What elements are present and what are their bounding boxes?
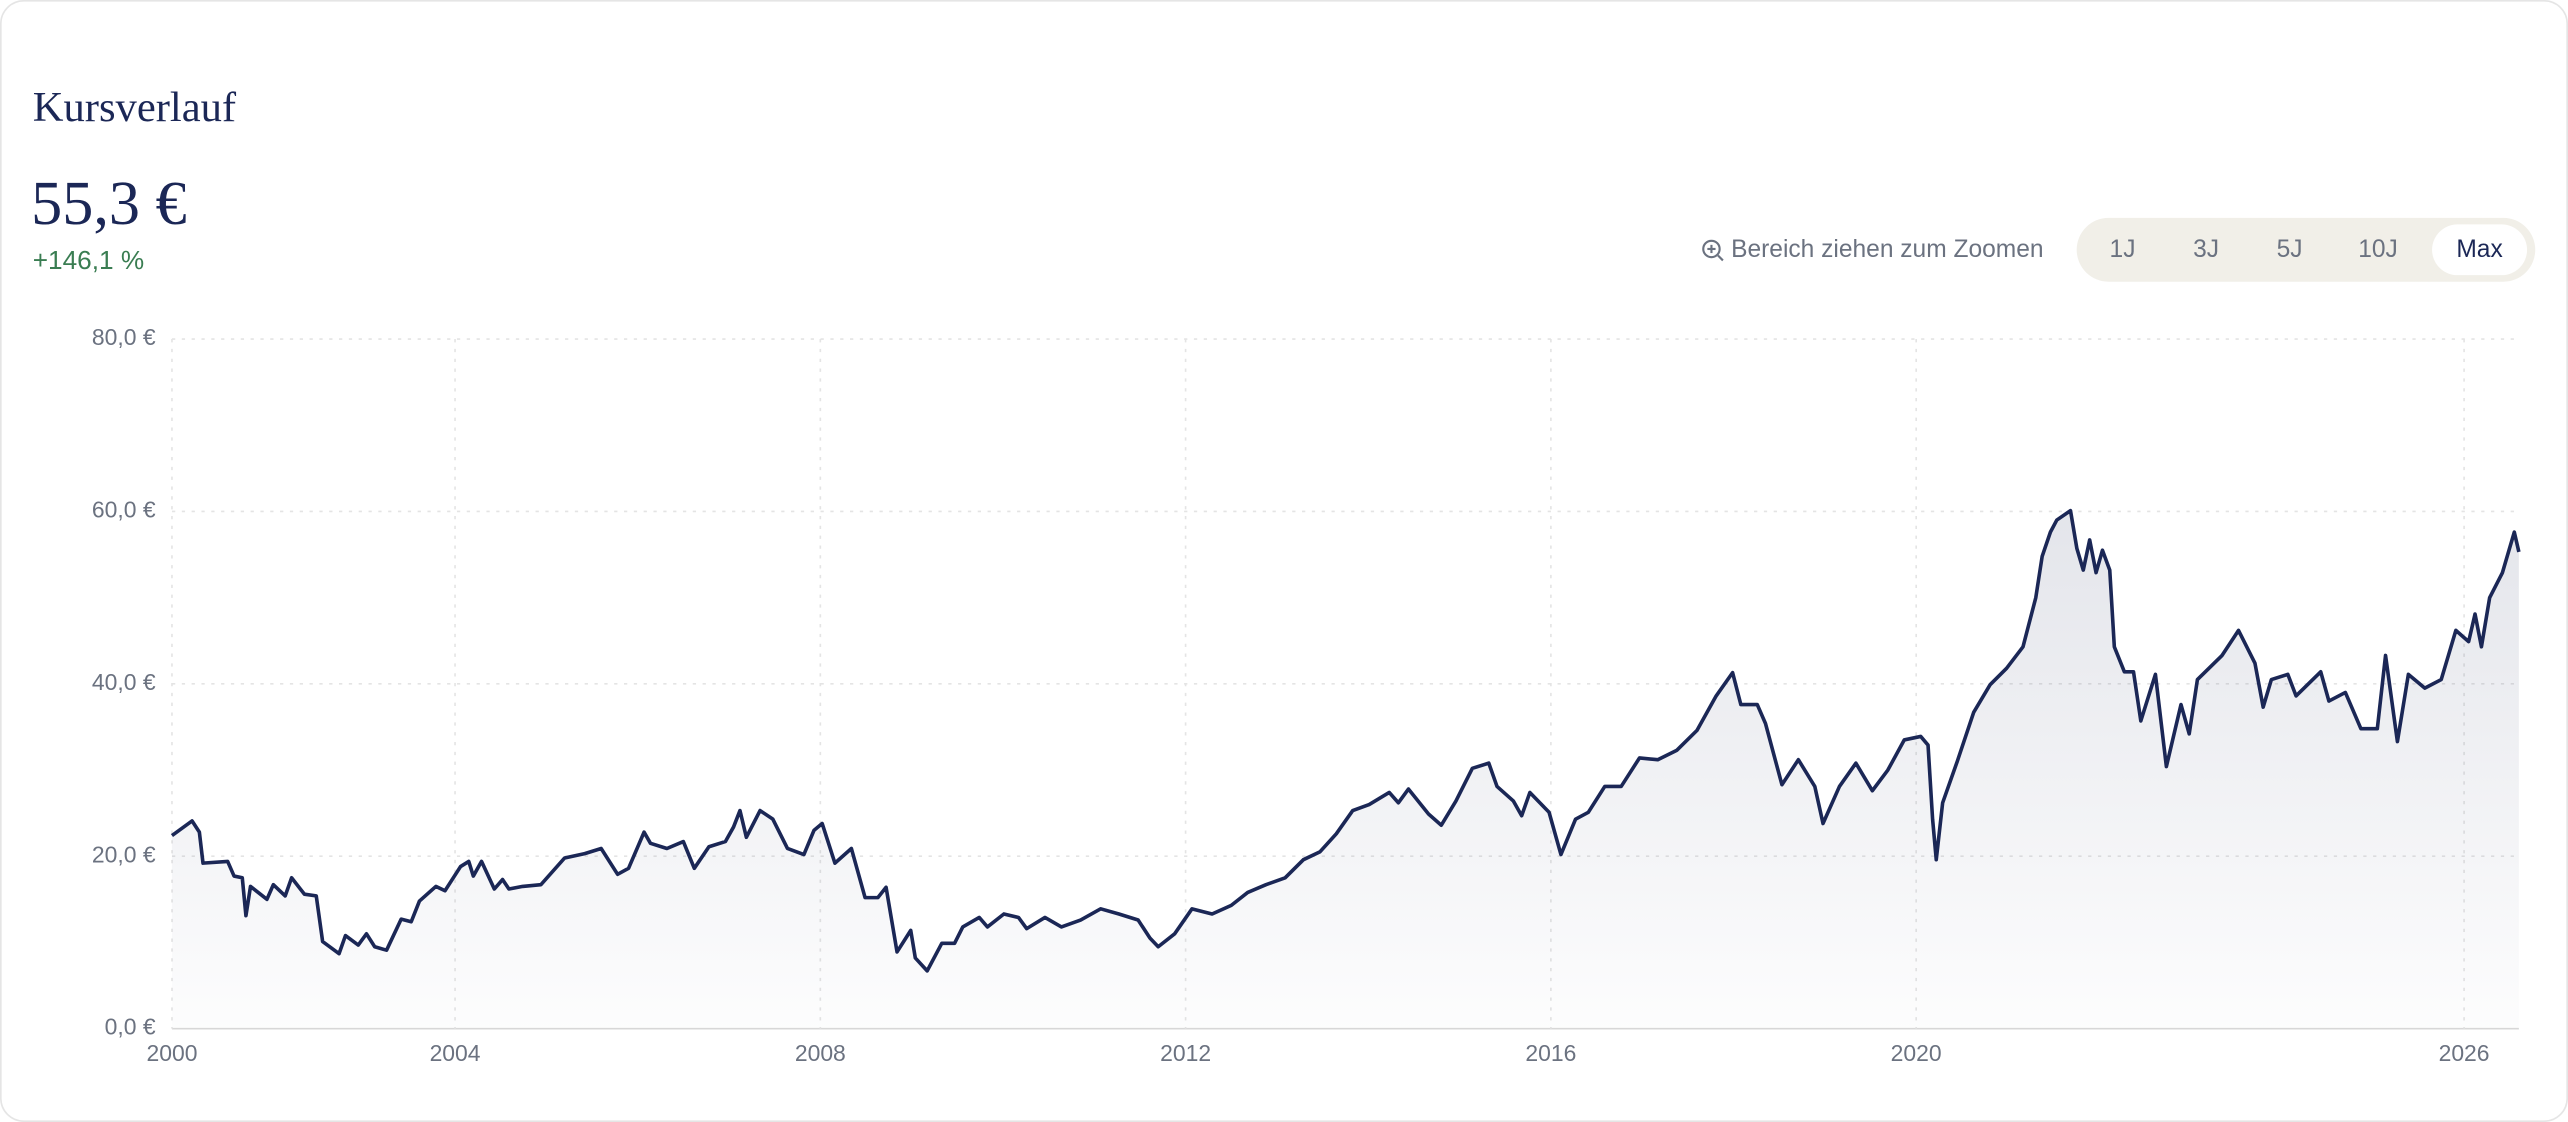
range-button[interactable]: Max [2456, 236, 2503, 263]
change: +146,1 % [33, 245, 144, 275]
title: Kursverlauf [33, 84, 237, 131]
x-tick-label: 2026 [2439, 1040, 2490, 1066]
x-tick-label: 2008 [795, 1040, 846, 1066]
y-tick-label: 80,0 € [92, 324, 156, 350]
range-button[interactable]: 3J [2193, 236, 2219, 263]
x-tick-label: 2012 [1160, 1040, 1211, 1066]
x-tick-label: 2000 [146, 1040, 197, 1066]
y-tick-label: 40,0 € [92, 669, 156, 695]
price-area [171, 510, 2519, 1029]
x-tick-label: 2016 [1525, 1040, 1576, 1066]
y-tick-label: 20,0 € [92, 841, 156, 867]
x-tick-label: 2004 [430, 1040, 481, 1066]
price-line [170, 508, 2521, 973]
x-tick-label: 2020 [1891, 1040, 1942, 1066]
range-button-active[interactable] [2432, 224, 2528, 276]
zoom-icon [1702, 239, 1724, 262]
price: 55,3 € [31, 170, 187, 238]
range-button[interactable]: 10J [2358, 236, 2398, 263]
y-tick-label: 0,0 € [105, 1014, 156, 1040]
zoom-hint: Bereich ziehen zum Zoomen [1731, 236, 2043, 263]
range-button[interactable]: 1J [2110, 236, 2136, 263]
y-tick-label: 60,0 € [92, 496, 156, 522]
plot: 0,0 € 20,0 € 40,0 € 60,0 € 80,0 € 2000 2004 200… [92, 324, 2521, 1066]
range-switch [2076, 217, 2536, 282]
range-buttons: 1J 3J 5J 10J Max [2110, 224, 2528, 276]
range-button[interactable]: 5J [2277, 236, 2303, 263]
